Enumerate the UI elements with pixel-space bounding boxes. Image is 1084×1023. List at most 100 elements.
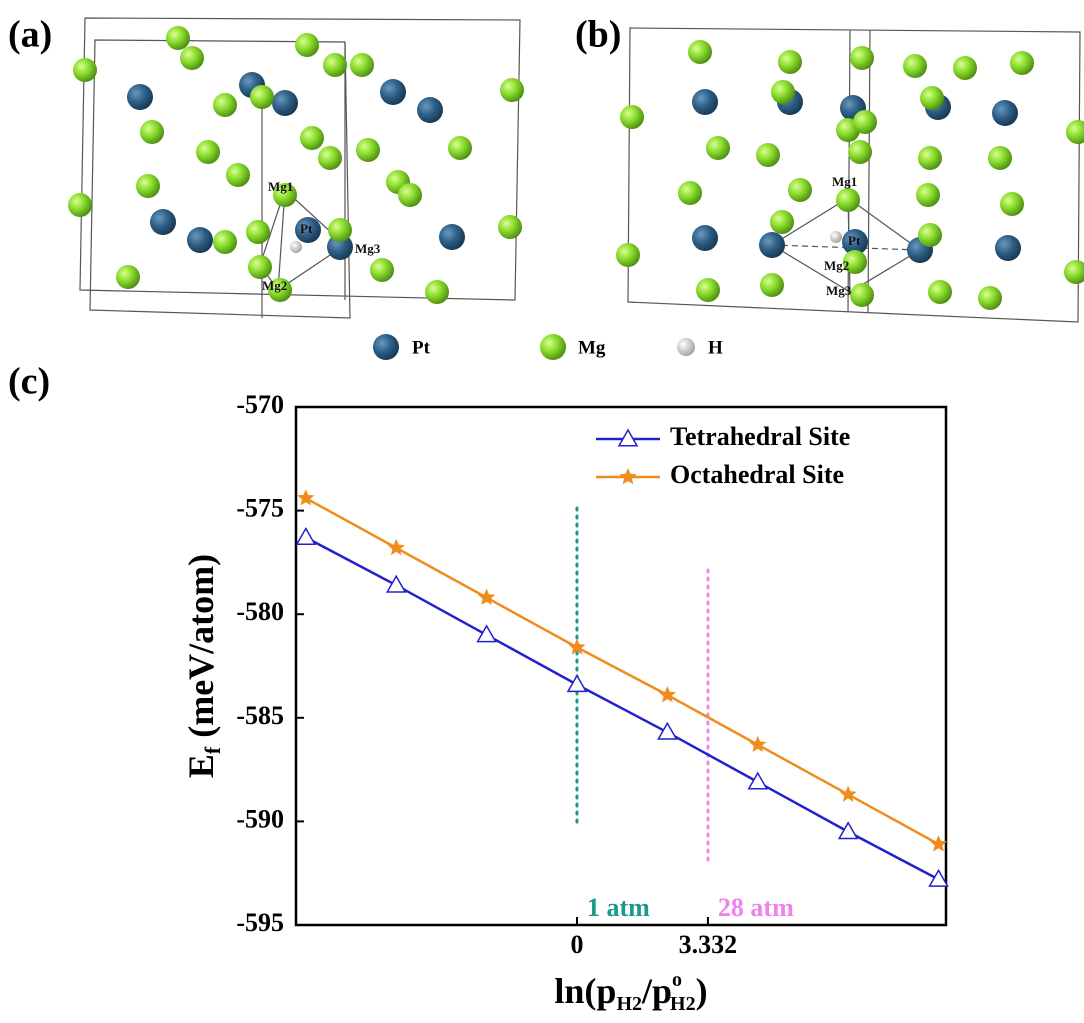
mg-atom [760, 273, 784, 297]
mg-atom [248, 255, 272, 279]
panel-label: (b) [575, 14, 621, 56]
legend-text: Octahedral Site [670, 460, 844, 489]
marker [478, 589, 495, 605]
mg-atom [836, 188, 860, 212]
x-tick-label: 3.332 [679, 930, 738, 959]
atom-label: Pt [848, 233, 861, 248]
pt-atom [187, 227, 213, 253]
mg-atom [180, 46, 204, 70]
mg-atom [1000, 192, 1024, 216]
y-axis-title: Ef (meV/atom) [181, 554, 225, 778]
cell-box [80, 18, 520, 300]
mg-atom [920, 86, 944, 110]
legend-text: Mg [578, 337, 606, 358]
mg-atom [226, 163, 250, 187]
atom-label: Mg1 [832, 174, 857, 189]
mg-atom [68, 193, 92, 217]
mg-atom [73, 58, 97, 82]
mg-atom [246, 220, 270, 244]
mg-atom [770, 210, 794, 234]
mg-atom [498, 215, 522, 239]
atoms [68, 26, 1084, 310]
cell-edge [868, 30, 870, 312]
y-axis-title-part: (meV/atom) [181, 554, 221, 747]
marker [840, 786, 857, 802]
marker [658, 723, 676, 739]
mg-atom [848, 140, 872, 164]
legend-swatch [540, 334, 566, 360]
mg-atom [398, 183, 422, 207]
marker [749, 736, 766, 752]
mg-atom [688, 40, 712, 64]
mg-atom [916, 183, 940, 207]
mg-atom [500, 78, 524, 102]
atom-legend: Pt Mg H [373, 334, 723, 360]
marker [388, 539, 405, 555]
pt-atom [692, 225, 718, 251]
y-tick-label: -580 [236, 597, 284, 626]
x-axis-title-part: o [672, 969, 682, 991]
mg-atom [928, 280, 952, 304]
pt-atom [759, 232, 785, 258]
marker [659, 686, 676, 702]
atom-label: Pt [300, 221, 313, 236]
atom-label: Mg2 [262, 278, 287, 293]
mg-atom [953, 56, 977, 80]
marker [387, 576, 405, 592]
figure: (a) (b) (c) Mg1 Pt Mg3 Mg2 Mg1 Pt Mg2 Mg… [0, 0, 1084, 1023]
mg-atom [166, 26, 190, 50]
mg-atom [323, 53, 347, 77]
mg-atom [616, 243, 640, 267]
legend-swatch [677, 338, 695, 356]
marker [930, 835, 947, 851]
x-axis-title-part: H2 [616, 993, 642, 1015]
mg-atom [213, 230, 237, 254]
y-tick-label: -590 [236, 804, 284, 833]
mg-atom [350, 53, 374, 77]
y-tick-label: -575 [236, 494, 284, 523]
pt-atom [992, 100, 1018, 126]
panel-labels: (a) (b) (c) [8, 14, 621, 403]
atom-label: Mg3 [826, 283, 852, 298]
atom-label: Mg3 [355, 241, 381, 256]
mg-atom [918, 223, 942, 247]
h-atom [290, 241, 302, 253]
mg-atom [778, 50, 802, 74]
mg-atom [850, 46, 874, 70]
y-tick-label: -570 [236, 390, 284, 419]
legend-text: H [708, 337, 723, 358]
x-axis-title-part: ) [696, 971, 708, 1011]
x-axis-title-part: H2 [670, 993, 696, 1015]
atom-label: Mg1 [268, 179, 293, 194]
legend-marker [619, 468, 636, 484]
mg-atom [706, 136, 730, 160]
pt-atom [439, 224, 465, 250]
atom-label: Mg2 [824, 258, 849, 273]
mg-atom [356, 138, 380, 162]
mg-atom [756, 143, 780, 167]
mg-atom [1010, 51, 1034, 75]
legend-swatch [373, 334, 399, 360]
x-tick-label: 0 [570, 930, 583, 959]
marker [478, 626, 496, 642]
mg-atom [978, 286, 1002, 310]
panel-label: (a) [8, 14, 52, 56]
mg-atom [850, 283, 874, 307]
mg-atom [116, 265, 140, 289]
x-axis-title-part: ln(p [554, 971, 616, 1011]
mg-atom [678, 181, 702, 205]
legend-text: Tetrahedral Site [670, 422, 850, 451]
y-axis-title-part: E [181, 754, 221, 778]
x-axis-title-part: /p [641, 971, 672, 1011]
legend-text: Pt [412, 337, 431, 358]
pt-atom [127, 84, 153, 110]
mg-atom [1064, 260, 1084, 284]
mg-atom [425, 280, 449, 304]
mg-atom [328, 218, 352, 242]
mg-atom [370, 258, 394, 282]
plot-frame [296, 407, 946, 925]
mg-atom [295, 33, 319, 57]
pt-atom [272, 90, 298, 116]
mg-atom [918, 146, 942, 170]
panel-label: (c) [8, 361, 50, 403]
